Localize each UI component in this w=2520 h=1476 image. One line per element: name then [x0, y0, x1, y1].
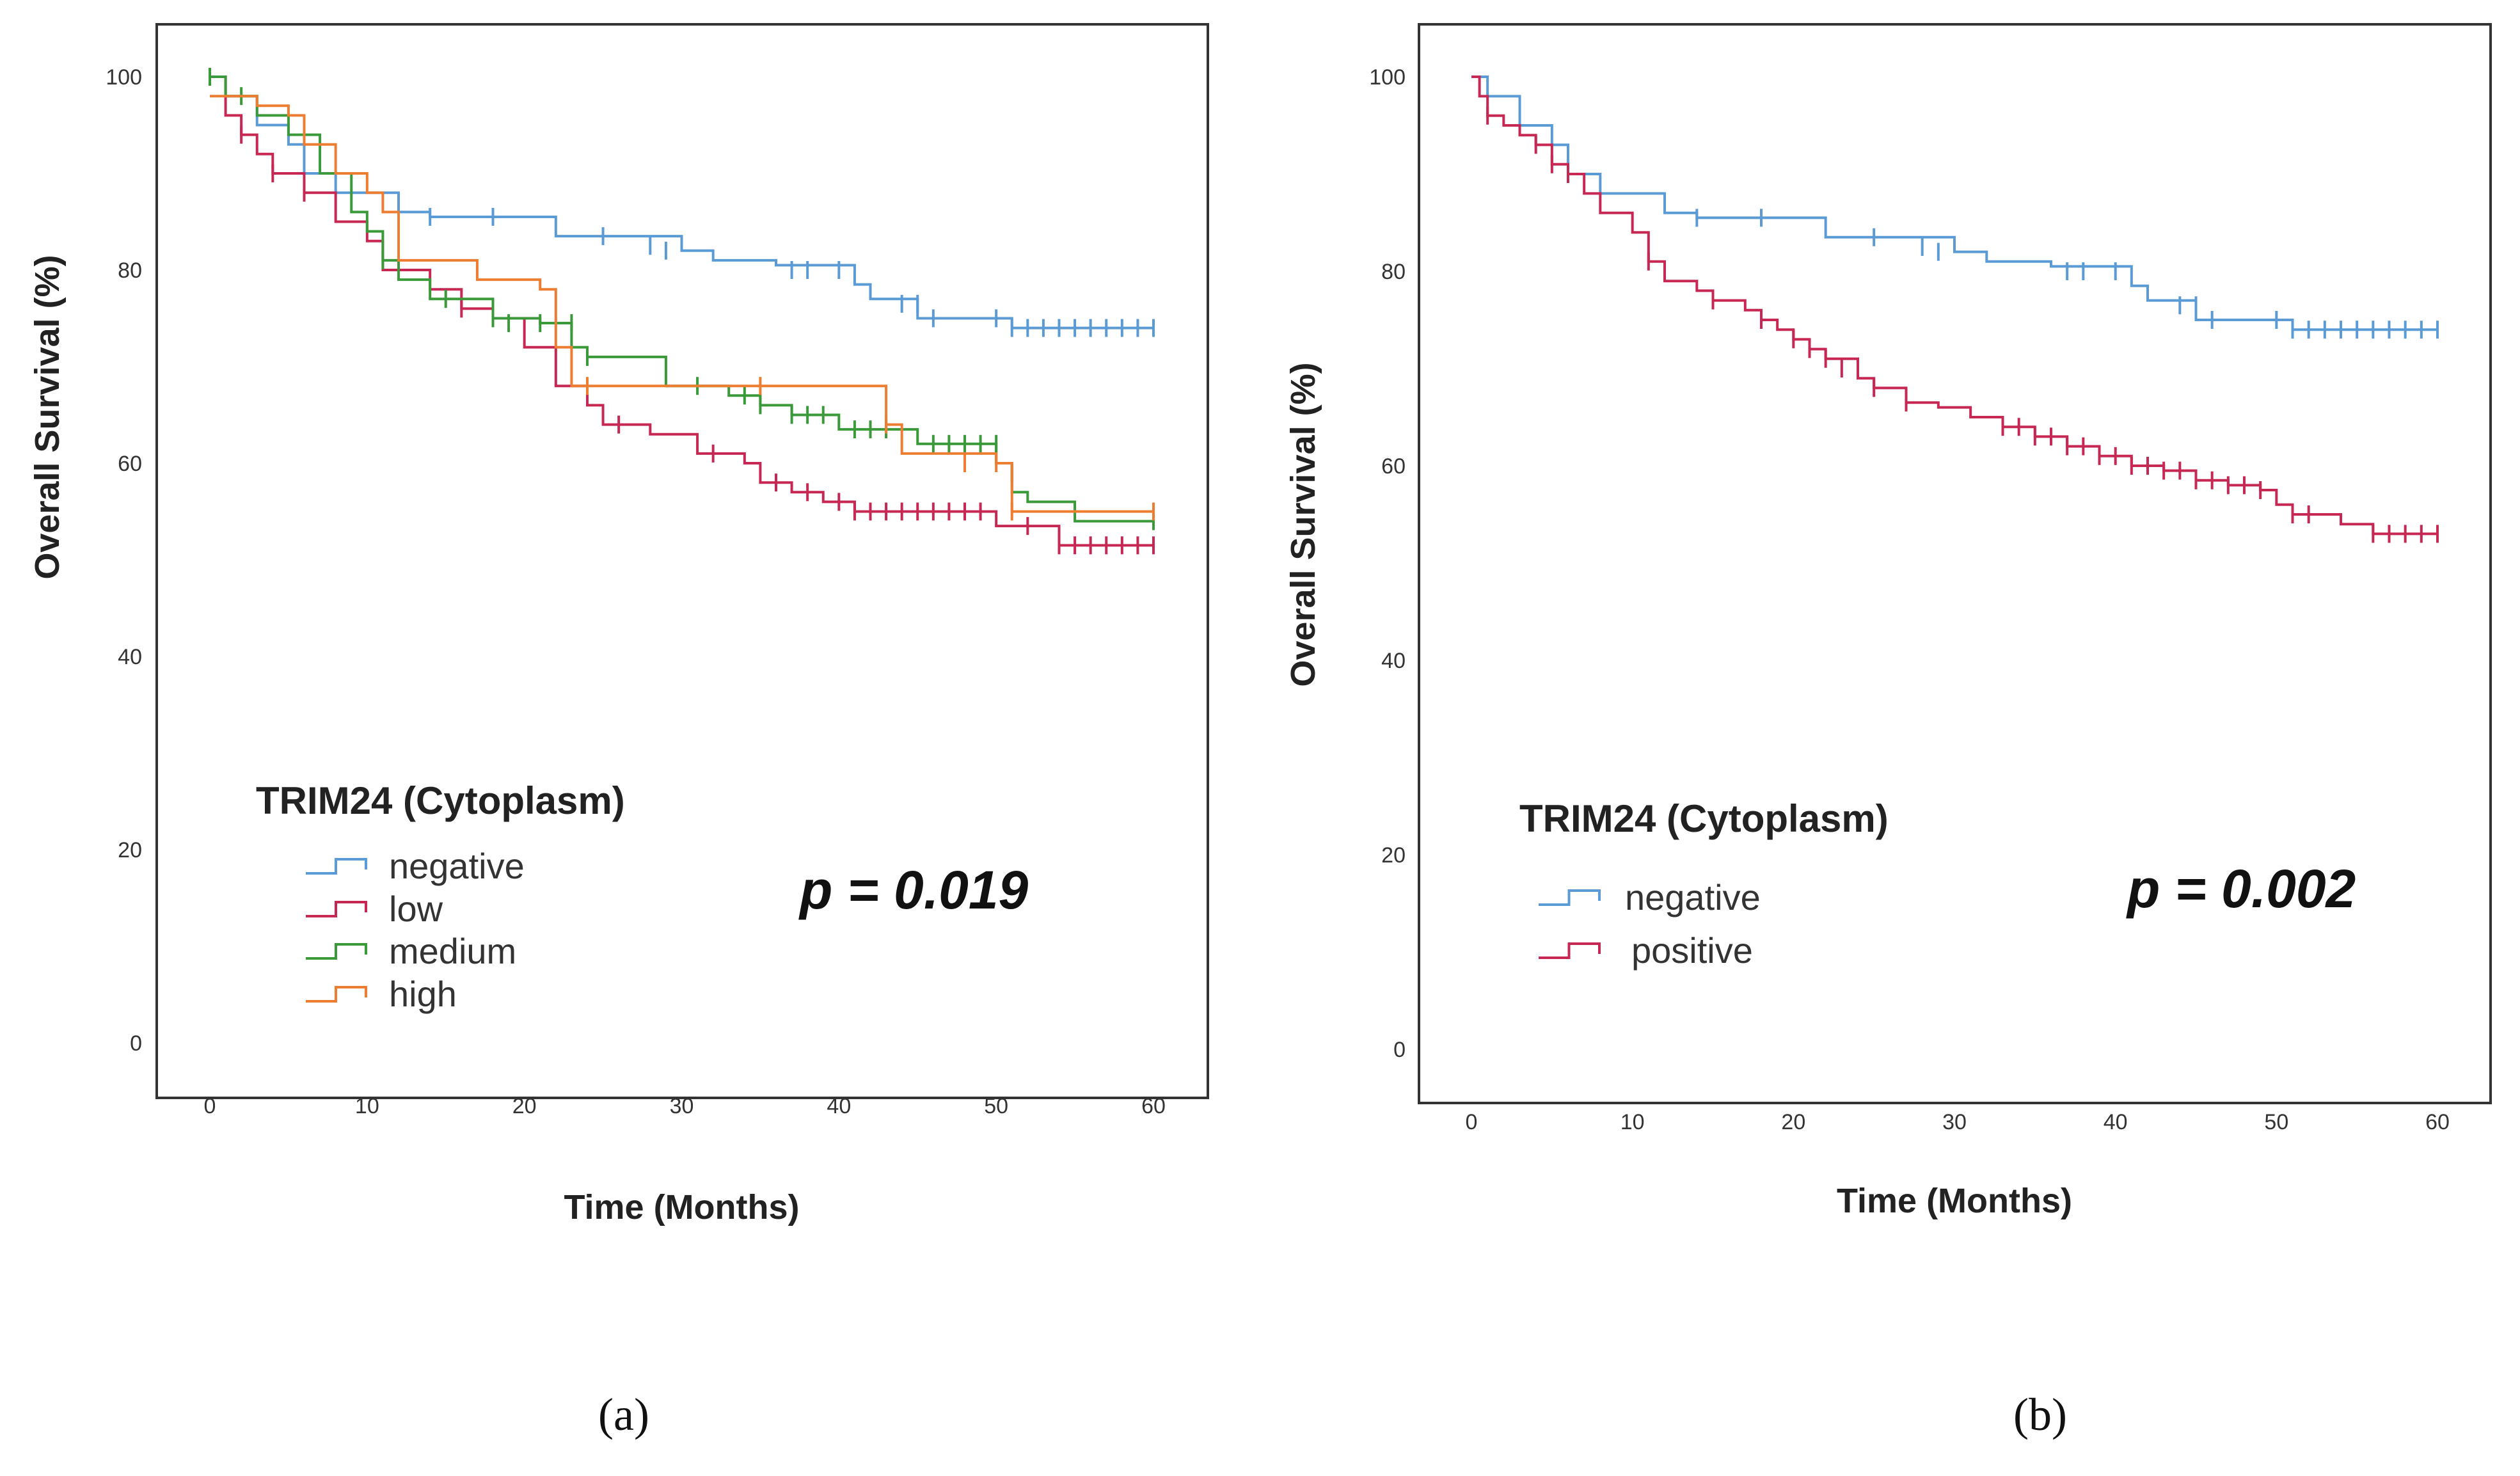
series-positive [1471, 75, 2439, 543]
x-tick-label: 10 [1621, 1110, 1645, 1134]
y-tick-label: 40 [1381, 649, 1406, 673]
legend-label-negative: negative [1625, 877, 1761, 917]
y-tick-label: 60 [118, 452, 142, 476]
panel-label: (b) [2013, 1389, 2067, 1440]
p-value-annotation: p = 0.002 [2126, 859, 2356, 919]
y-tick-label: 80 [118, 258, 142, 283]
y-tick-label: 100 [106, 65, 142, 90]
legend-label-negative: negative [389, 846, 525, 886]
y-tick-label: 0 [1393, 1038, 1406, 1062]
x-tick-label: 30 [1942, 1110, 1967, 1134]
legend-label-positive: positive [1631, 930, 1753, 971]
series-negative [1471, 75, 2439, 339]
panel-label: (a) [598, 1389, 649, 1440]
km-panel-a: 0 10 20 30 40 50 60 0 20 40 60 80 100 Time (Months) Ov… [28, 23, 1209, 1440]
legend-title: TRIM24 (Cytoplasm) [1519, 797, 1889, 840]
legend-swatch-negative [306, 858, 367, 875]
x-tick-label: 0 [1466, 1110, 1478, 1134]
p-value-annotation: p = 0.019 [798, 860, 1029, 920]
series-high [210, 95, 1155, 521]
survival-curve-negative [1471, 75, 2437, 331]
x-axis-label: Time (Months) [1837, 1182, 2072, 1220]
legend: TRIM24 (Cytoplasm) negative positive [1519, 797, 1889, 971]
legend-swatch-medium [306, 943, 367, 960]
x-tick-label: 20 [512, 1094, 537, 1118]
y-axis-label: Overall Survival (%) [28, 255, 67, 579]
x-tick-label: 30 [670, 1094, 694, 1118]
x-tick-label: 0 [204, 1094, 216, 1118]
y-tick-label: 80 [1381, 260, 1406, 284]
y-tick-label: 40 [118, 645, 142, 669]
x-tick-label: 50 [2264, 1110, 2288, 1134]
survival-curve-high [210, 95, 1153, 513]
legend-label-low: low [389, 889, 443, 929]
survival-curve-medium [210, 75, 1153, 523]
km-panel-b: 0 10 20 30 40 50 60 0 20 40 60 80 100 Time (Months) Ov… [1284, 23, 2492, 1440]
x-tick-label: 60 [2425, 1110, 2450, 1134]
legend-swatch-high [306, 986, 367, 1003]
series-medium [209, 68, 1155, 530]
x-tick-label: 50 [984, 1094, 1008, 1118]
legend-label-high: high [389, 974, 457, 1014]
series-low [210, 75, 1155, 555]
y-tick-label: 0 [130, 1031, 142, 1056]
y-tick-label: 20 [118, 838, 142, 862]
survival-curve-positive [1471, 75, 2437, 536]
x-tick-label: 40 [827, 1094, 851, 1118]
legend-swatch-low [306, 901, 367, 917]
x-tick-label: 10 [355, 1094, 379, 1118]
legend-swatch-positive [1539, 942, 1601, 959]
x-axis-label: Time (Months) [564, 1188, 800, 1226]
plot-frame [155, 23, 1209, 1099]
plot-frame [1418, 23, 2492, 1104]
x-tick-label: 40 [2104, 1110, 2128, 1134]
legend-swatch-negative [1539, 889, 1601, 906]
y-tick-label: 100 [1369, 65, 1406, 90]
y-axis-label: Overall Survival (%) [1284, 362, 1322, 686]
x-tick-label: 60 [1141, 1094, 1166, 1118]
x-tick-label: 20 [1781, 1110, 1805, 1134]
y-tick-label: 20 [1381, 843, 1406, 868]
legend-label-medium: medium [389, 931, 516, 971]
y-tick-label: 60 [1381, 454, 1406, 479]
legend-title: TRIM24 (Cytoplasm) [256, 779, 625, 822]
